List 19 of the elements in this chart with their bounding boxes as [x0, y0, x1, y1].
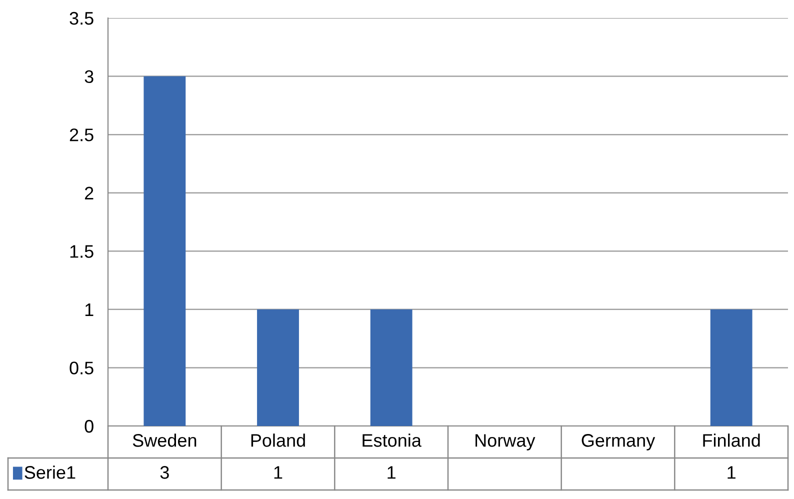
x-tick-label: Germany [582, 434, 656, 450]
x-tick-label: Finland [703, 434, 760, 447]
y-tick-label: 3.5 [70, 12, 94, 25]
data-label: 1 [728, 466, 736, 479]
x-tick-label: Estonia [362, 434, 422, 447]
y-tick-label: 3 [84, 70, 94, 84]
x-tick-label: Norway [476, 434, 536, 450]
y-tick-label: 0.5 [70, 362, 94, 374]
x-tick-label: Sweden [132, 434, 196, 447]
y-tick-label: 1.5 [70, 245, 94, 258]
y-tick-label: 1 [85, 304, 94, 316]
y-tick-label: 2.5 [70, 128, 94, 142]
y-tick-label: 0 [84, 420, 94, 433]
data-label: 1 [388, 466, 396, 479]
x-tick-label: Poland [251, 434, 305, 447]
data-label: 1 [274, 466, 282, 479]
y-tick-label: 2 [84, 186, 94, 200]
data-label: 3 [160, 466, 169, 479]
legend-label: Serie1 [24, 466, 76, 479]
